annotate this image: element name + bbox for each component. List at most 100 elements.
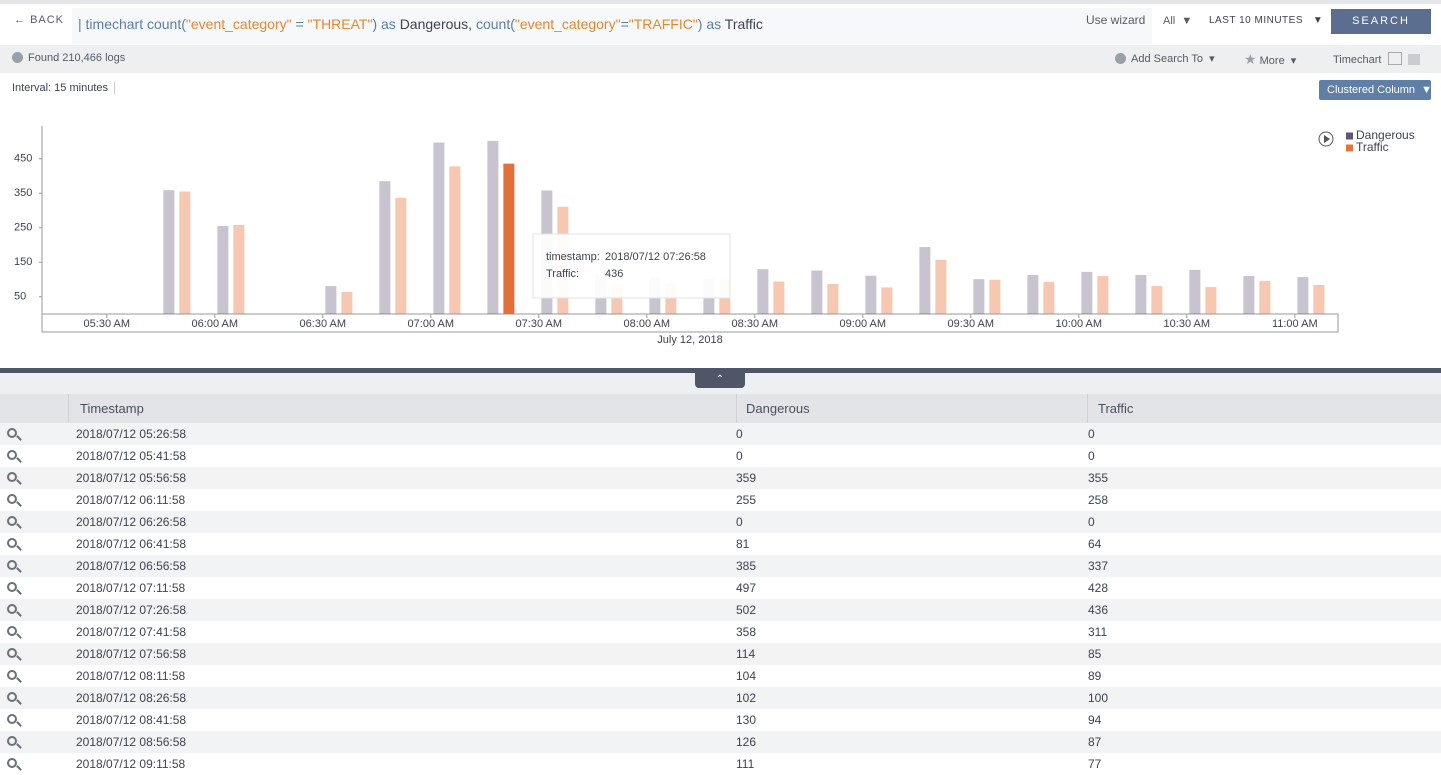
bar[interactable] xyxy=(1259,280,1271,314)
row-search-icon[interactable] xyxy=(7,516,17,526)
x-tick-label: 08:30 AM xyxy=(732,318,778,330)
query-token: "event_category" xyxy=(514,16,621,32)
top-bar: ← BACK | timechart count("event_category… xyxy=(0,0,1441,45)
legend-swatch xyxy=(1346,144,1353,152)
bar[interactable] xyxy=(325,286,337,314)
bar[interactable] xyxy=(233,225,245,314)
bar[interactable] xyxy=(1189,269,1201,314)
chart-style-dropdown[interactable]: Clustered Column ▼ xyxy=(1319,80,1432,100)
table-cell: 2018/07/12 06:26:58 xyxy=(76,515,187,529)
bar[interactable] xyxy=(611,284,623,314)
bar[interactable] xyxy=(935,259,947,314)
legend-label[interactable]: Traffic xyxy=(1356,140,1389,154)
bar[interactable] xyxy=(811,270,823,314)
row-search-icon[interactable] xyxy=(7,450,17,460)
range-dropdown[interactable]: LAST 10 MINUTES ▼ xyxy=(1209,15,1324,26)
search-button[interactable]: SEARCH xyxy=(1331,9,1431,34)
bar[interactable] xyxy=(487,140,499,314)
x-axis-title: July 12, 2018 xyxy=(657,334,722,346)
bar[interactable] xyxy=(1205,287,1217,314)
scope-dropdown[interactable]: All ▼ xyxy=(1163,15,1193,27)
add-search-menu[interactable]: Add Search To ▾ xyxy=(1115,52,1215,65)
bar[interactable] xyxy=(1135,275,1147,314)
query-input[interactable]: | timechart count("event_category" = "TH… xyxy=(72,8,1152,44)
bar[interactable] xyxy=(1313,285,1325,314)
bar[interactable] xyxy=(919,247,931,314)
legend-toggle[interactable] xyxy=(1318,131,1334,147)
bar[interactable] xyxy=(1097,276,1109,314)
row-search-icon[interactable] xyxy=(7,648,17,658)
column-header[interactable]: Dangerous xyxy=(746,401,810,416)
row-search-icon[interactable] xyxy=(7,692,17,702)
splitter-handle[interactable]: ⌃ xyxy=(695,372,745,388)
legend-label[interactable]: Dangerous xyxy=(1356,128,1415,142)
table-row: 2018/07/12 06:26:58 0 0 xyxy=(0,511,1441,533)
row-search-icon[interactable] xyxy=(7,428,17,438)
table-row: 2018/07/12 06:41:58 81 64 xyxy=(0,533,1441,555)
row-search-icon[interactable] xyxy=(7,472,17,482)
chart-style-label: Clustered Column xyxy=(1327,84,1416,96)
wizard-link[interactable]: Use wizard xyxy=(1086,13,1146,27)
bar[interactable] xyxy=(1151,286,1163,314)
row-search-icon-handle xyxy=(16,567,22,573)
bar[interactable] xyxy=(989,279,1001,314)
table-row: 2018/07/12 05:41:58 0 0 xyxy=(0,445,1441,467)
bar[interactable] xyxy=(379,181,391,314)
bar[interactable] xyxy=(179,191,191,314)
row-search-icon[interactable] xyxy=(7,538,17,548)
column-header[interactable]: Traffic xyxy=(1098,401,1134,416)
row-search-icon[interactable] xyxy=(7,736,17,746)
row-search-icon[interactable] xyxy=(7,626,17,636)
bar[interactable] xyxy=(773,281,785,314)
row-search-icon-handle xyxy=(16,457,22,463)
table-header: Timestamp Dangerous Traffic xyxy=(0,394,1441,423)
table-cell: 77 xyxy=(1088,757,1102,771)
bar[interactable] xyxy=(973,279,985,314)
bar[interactable] xyxy=(865,275,877,314)
bar[interactable] xyxy=(503,163,515,314)
table-cell: 0 xyxy=(1088,515,1095,529)
bar[interactable] xyxy=(341,291,353,314)
back-button[interactable]: ← BACK xyxy=(14,14,65,26)
bar[interactable] xyxy=(1243,276,1255,314)
bar[interactable] xyxy=(1043,281,1055,314)
bar[interactable] xyxy=(433,142,445,314)
view-toggle[interactable]: Timechart xyxy=(1333,52,1420,66)
y-tick-label: 150 xyxy=(14,256,32,268)
table-cell: 2018/07/12 07:41:58 xyxy=(76,625,187,639)
bar[interactable] xyxy=(665,283,677,314)
scope-label: All xyxy=(1163,15,1176,27)
back-label: BACK xyxy=(30,14,65,26)
column-header[interactable]: Timestamp xyxy=(80,401,144,416)
splitter xyxy=(0,368,1441,373)
row-search-icon[interactable] xyxy=(7,604,17,614)
bar[interactable] xyxy=(217,226,229,314)
y-tick-label: 50 xyxy=(14,291,26,303)
found-count: Found 210,466 logs xyxy=(12,52,125,64)
row-search-icon[interactable] xyxy=(7,494,17,504)
table-cell: 100 xyxy=(1088,691,1109,705)
row-search-icon[interactable] xyxy=(7,582,17,592)
x-tick-label: 05:30 AM xyxy=(84,318,130,330)
table-row: 2018/07/12 07:56:58 114 85 xyxy=(0,643,1441,665)
row-search-icon[interactable] xyxy=(7,758,17,768)
bar[interactable] xyxy=(881,287,893,314)
table-row: 2018/07/12 07:11:58 497 428 xyxy=(0,577,1441,599)
bar[interactable] xyxy=(449,166,461,314)
row-search-icon[interactable] xyxy=(7,670,17,680)
bar[interactable] xyxy=(1027,275,1039,314)
column-border xyxy=(68,394,69,423)
bar[interactable] xyxy=(827,283,839,314)
row-search-icon-handle xyxy=(16,523,22,529)
bar[interactable] xyxy=(163,190,175,314)
bar[interactable] xyxy=(1081,271,1093,314)
table-cell: 64 xyxy=(1088,537,1102,551)
row-search-icon[interactable] xyxy=(7,560,17,570)
legend-toggle-icon xyxy=(1324,135,1330,143)
bar[interactable] xyxy=(1297,277,1309,314)
bar[interactable] xyxy=(395,197,407,314)
more-menu[interactable]: ★ More ▾ xyxy=(1244,51,1297,67)
bar[interactable] xyxy=(757,269,769,314)
x-tick-label: 07:00 AM xyxy=(408,318,454,330)
row-search-icon[interactable] xyxy=(7,714,17,724)
